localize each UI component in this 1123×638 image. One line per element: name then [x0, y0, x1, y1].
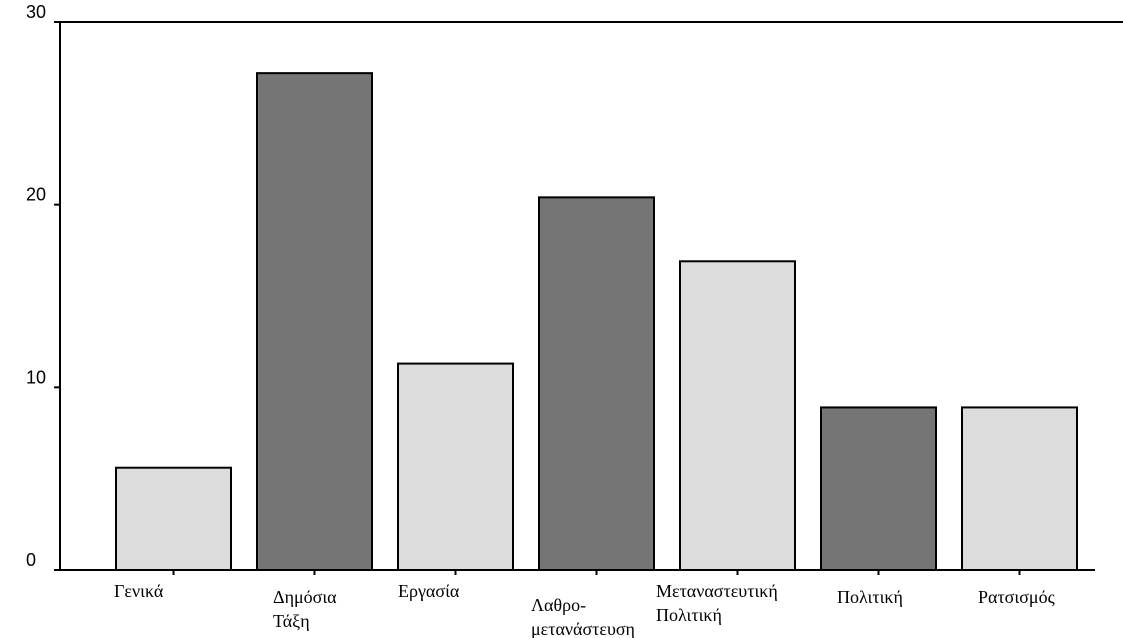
x-tick-label-line: Δημόσια	[273, 587, 337, 607]
x-tick-label: Εργασία	[398, 581, 460, 601]
bars	[115, 72, 1078, 572]
y-tick-label: 30	[26, 2, 46, 22]
x-tick-label: Μεταναστευτική Πολιτική	[656, 581, 778, 625]
x-tick-label: Ρατσισμός	[978, 587, 1055, 607]
x-axis: Γενικά Δημόσια Τάξη Εργασία Λαθρο-μετανάστευ…	[54, 569, 1095, 638]
x-tick-label-line: μετανάστευση	[531, 619, 635, 638]
x-tick-label-line: Εργασία	[398, 581, 460, 601]
x-tick-label: Γενικά	[114, 581, 164, 601]
x-tick-label-line: Πολιτική	[837, 587, 903, 607]
bar	[256, 72, 373, 571]
bar	[538, 196, 655, 572]
x-tick-label: Πολιτική	[837, 587, 903, 607]
bar	[679, 260, 796, 571]
bar	[397, 362, 514, 571]
y-tick-label: 0	[26, 550, 36, 570]
x-tick-label-line: Μεταναστευτική	[656, 581, 778, 601]
x-tick-label-line: Τάξη	[273, 611, 310, 631]
y-tick-label: 20	[26, 185, 46, 205]
x-tick-label-line: Γενικά	[114, 581, 164, 601]
x-tick-label-line: Πολιτική	[656, 605, 722, 625]
x-tick-label: Λαθρο-μετανάστευση	[531, 595, 635, 638]
bar	[820, 406, 937, 571]
x-tick-label: Δημόσια Τάξη	[273, 587, 337, 631]
y-tick-label: 10	[26, 367, 46, 387]
bar	[115, 466, 232, 571]
x-tick-label-line: Ρατσισμός	[978, 587, 1055, 607]
y-axis: 0 10 20 30	[26, 2, 1123, 571]
x-tick-label-line: Λαθρο-	[531, 595, 586, 615]
bar	[961, 406, 1078, 571]
